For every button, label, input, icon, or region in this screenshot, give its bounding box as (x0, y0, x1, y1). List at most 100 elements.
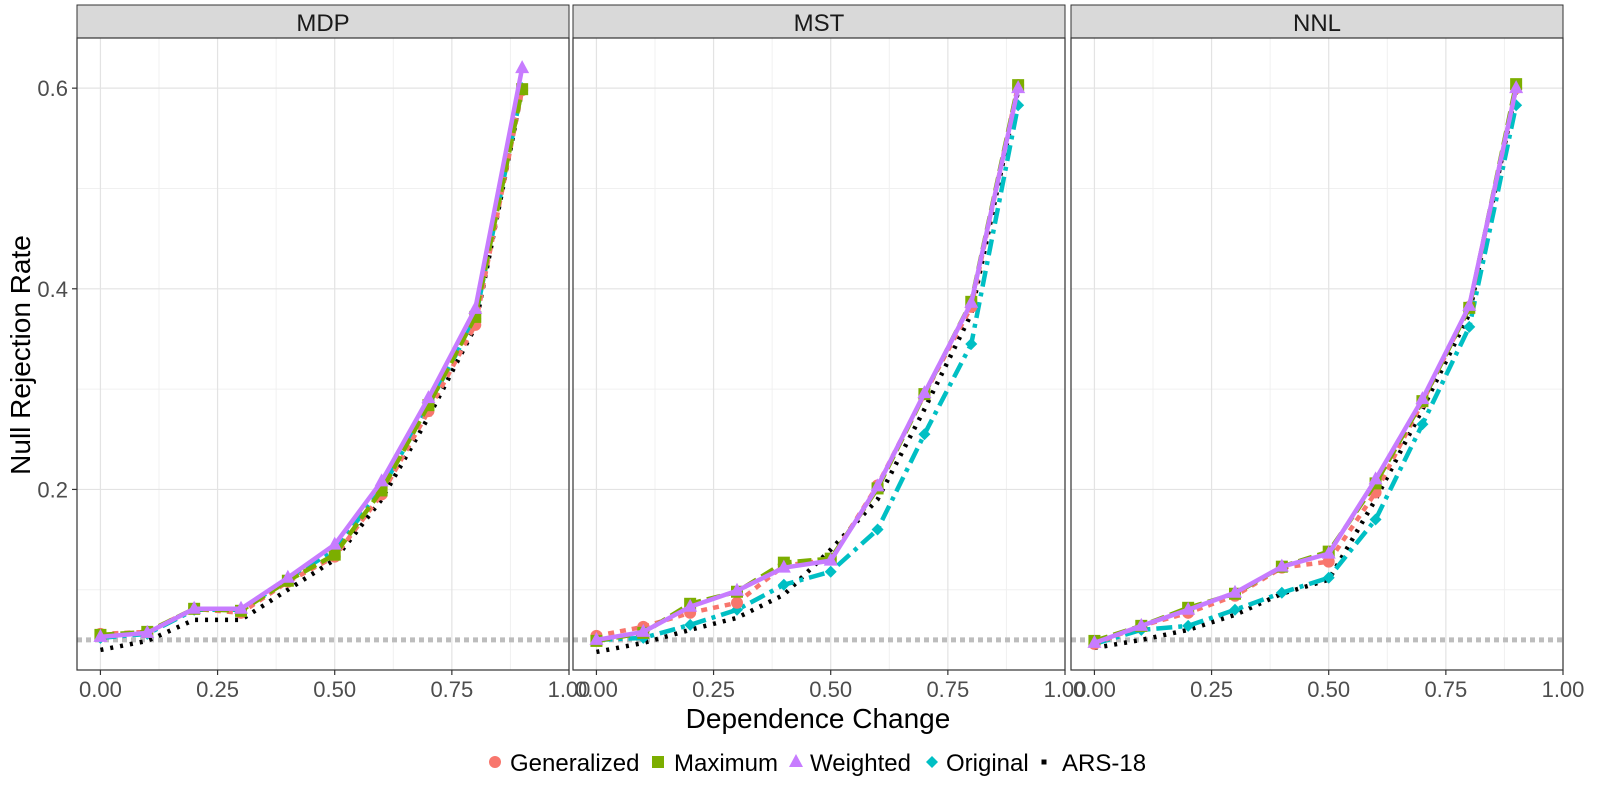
data-point (1369, 513, 1382, 526)
data-point (1087, 634, 1102, 648)
legend-key (789, 754, 803, 767)
data-point (871, 523, 884, 536)
data-point (1416, 418, 1429, 431)
legend-label: Maximum (674, 750, 778, 777)
x-tick-label: 0.25 (692, 677, 735, 702)
series-line (1093, 87, 1519, 646)
series-line (596, 104, 1021, 643)
data-point (468, 300, 483, 314)
x-tick-label: 0.00 (79, 677, 122, 702)
x-tick-label: 1.00 (548, 677, 591, 702)
x-tick-label: 0.75 (1424, 677, 1467, 702)
data-point (515, 60, 530, 74)
series-ars-18 (596, 89, 1021, 655)
data-point (328, 548, 341, 561)
facet-strip (76, 4, 570, 39)
data-point (1181, 601, 1196, 615)
data-point (1462, 297, 1477, 311)
data-point (965, 337, 978, 350)
legend-item-maximum: Maximum (652, 750, 778, 777)
legend-item-generalized: Generalized (489, 750, 639, 777)
panels: MDP 0.00 0.25 0.50 0.75 1.00 0.2 0.4 0.6 MST 0.00 0… (37, 4, 1585, 702)
legend-label: Weighted (810, 750, 911, 777)
legend-label: Generalized (510, 750, 639, 777)
panel-border (1070, 37, 1564, 671)
facet-title: MST (794, 10, 845, 37)
data-point (280, 569, 295, 583)
legend-key (926, 756, 938, 768)
legend-item-ars-18: ARS-18 (1041, 750, 1146, 777)
x-tick-label: 0.25 (196, 677, 239, 702)
data-point (1274, 558, 1289, 572)
data-point (140, 624, 155, 638)
x-tick-label: 0.50 (1307, 677, 1350, 702)
series-original (1088, 99, 1523, 650)
data-point (374, 473, 389, 487)
data-point (1322, 571, 1335, 584)
data-point (870, 478, 885, 492)
x-tick-label: 0.00 (575, 677, 618, 702)
series-line (1093, 104, 1519, 647)
series-line (100, 67, 525, 640)
data-point (1322, 555, 1335, 568)
panel-mst: MST 0.00 0.25 0.50 0.75 1.00 (572, 4, 1087, 702)
x-tick-label: 1.00 (1542, 677, 1585, 702)
series-line (596, 87, 1021, 643)
data-point (1134, 617, 1149, 631)
legend-key (1041, 759, 1047, 765)
data-point (234, 600, 248, 614)
x-axis-title: Dependence Change (686, 703, 951, 734)
x-tick-label: 1.00 (1044, 677, 1087, 702)
panel-mdp: MDP 0.00 0.25 0.50 0.75 1.00 0.2 0.4 0.6 (37, 4, 591, 702)
x-tick-label: 0.50 (313, 677, 356, 702)
series-line (1094, 89, 1519, 651)
data-point (683, 598, 698, 612)
y-tick-label: 0.6 (37, 76, 68, 101)
legend-item-weighted: Weighted (789, 750, 911, 777)
x-tick-label: 0.75 (926, 677, 969, 702)
data-point (917, 385, 932, 399)
panel-border (76, 37, 570, 671)
y-tick-label: 0.2 (37, 477, 68, 502)
data-point (327, 536, 342, 550)
panel-nnl: NNL 0.00 0.25 0.50 0.75 1.00 (1070, 4, 1585, 702)
series-weighted (589, 80, 1026, 645)
data-point (823, 552, 838, 566)
series-line (596, 84, 1021, 639)
data-point (187, 600, 202, 614)
data-point (93, 628, 108, 642)
facet-strip (572, 4, 1066, 39)
data-point (1509, 80, 1524, 94)
data-point (421, 390, 436, 404)
data-point (776, 559, 791, 573)
x-tick-label: 0.25 (1190, 677, 1233, 702)
y-axis-title: Null Rejection Rate (5, 235, 36, 475)
legend-label: Original (946, 750, 1029, 777)
facet-title: NNL (1293, 10, 1341, 37)
data-point (1463, 320, 1476, 333)
legend-key (652, 756, 664, 768)
series-weighted (1087, 80, 1524, 648)
panel-border (572, 37, 1066, 671)
data-point (964, 294, 979, 308)
x-tick-label: 0.50 (809, 677, 852, 702)
data-point (589, 631, 604, 645)
data-point (1182, 619, 1195, 632)
legend: Generalized Maximum Weighted Original ARS-18 (489, 750, 1146, 777)
data-point (1415, 391, 1430, 405)
data-point (1011, 80, 1026, 94)
legend-key (489, 756, 501, 768)
series-ars-18 (1094, 89, 1519, 651)
legend-item-original: Original (926, 750, 1029, 777)
data-point (777, 578, 790, 591)
data-point (918, 428, 931, 441)
facet-title: MDP (296, 10, 349, 37)
data-point (730, 582, 744, 596)
data-point (684, 618, 697, 631)
data-point (1368, 471, 1383, 485)
series-line (596, 89, 1021, 655)
data-point (1321, 545, 1336, 559)
facet-strip (1070, 4, 1564, 39)
data-point (1229, 603, 1241, 616)
